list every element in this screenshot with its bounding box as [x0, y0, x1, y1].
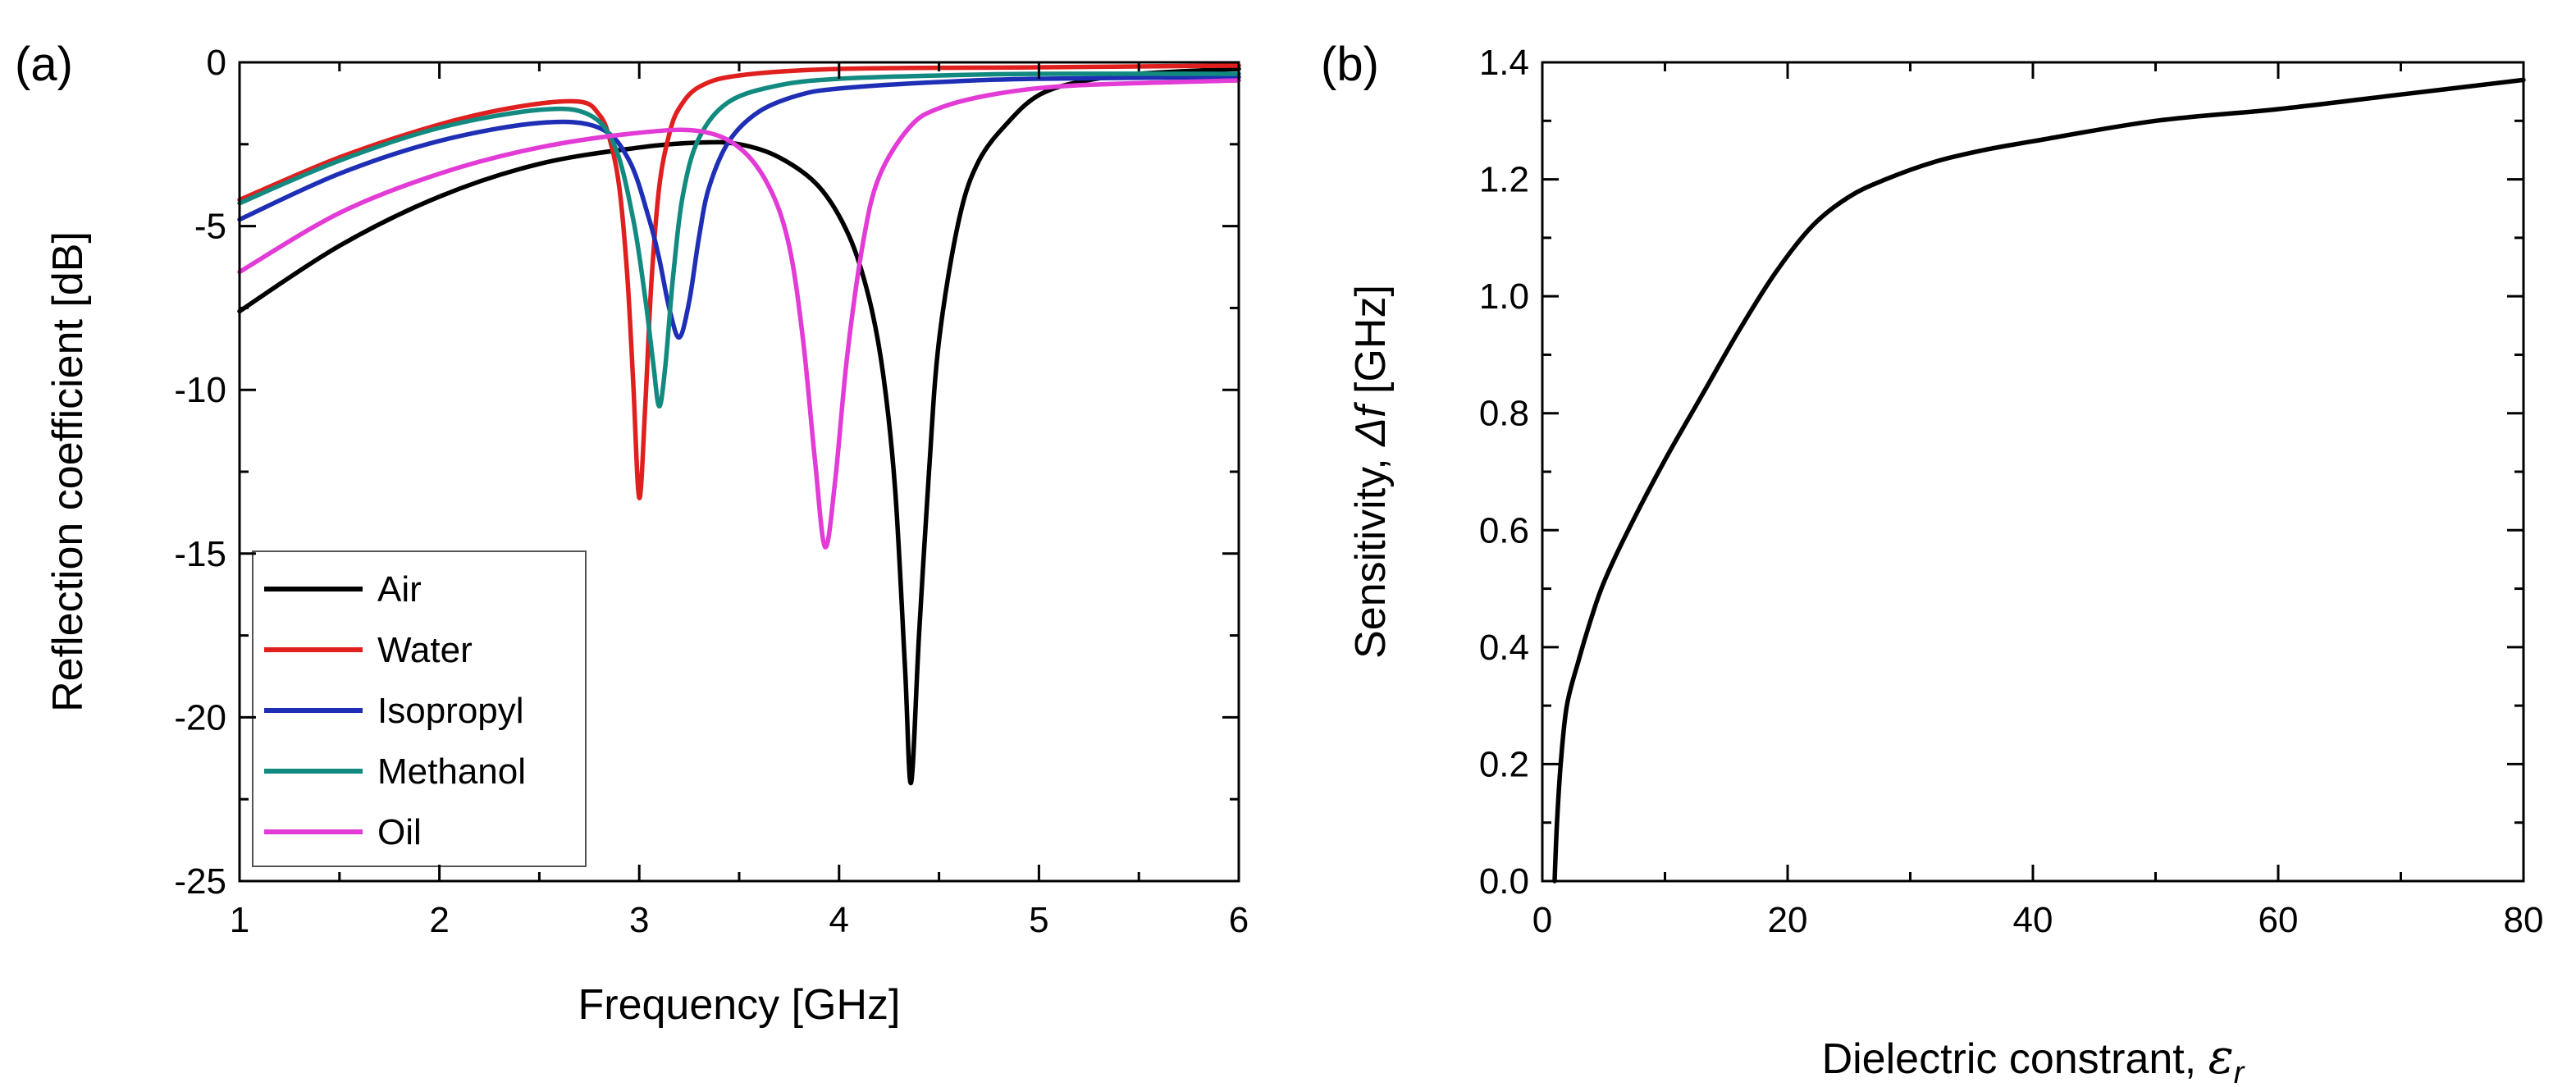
panel-a-legend: Air Water Isopropyl Methanol Oil: [252, 550, 587, 867]
panel-a-y-tick-label: -5: [194, 207, 226, 247]
panel-b-x-tick-label: 20: [1768, 900, 1808, 940]
panel-a-series-methanol: [237, 71, 1241, 409]
panel-a-label: (a): [15, 38, 73, 91]
legend-label-water: Water: [377, 630, 473, 670]
panel-a-series-air: [237, 66, 1241, 785]
panel-b-frame: [1541, 61, 2525, 883]
legend-label-isopropyl: Isopropyl: [377, 691, 524, 731]
panel-b-series: [1552, 77, 2526, 884]
panel-b-x-axis-subscript: r: [2234, 1056, 2245, 1087]
panel-b-y-axis-label: Sensitivity, Δf [GHz]: [1347, 285, 1395, 659]
panel-b-x-tick-label: 40: [2013, 900, 2053, 940]
panel-b-sensitivity-chart: (b) 0 20 40 60 80 0.0 0.2 0.4 0.6 0.8 1.0 1.2 1.4 Di…: [1321, 38, 2543, 1087]
panel-b-y-tick-label: 1.2: [1479, 160, 1529, 200]
panel-a-x-tick-label: 1: [230, 900, 249, 940]
panel-b-ticks: 0 20 40 60 80 0.0 0.2 0.4 0.6 0.8 1.0 1.2 1.4: [1479, 43, 2544, 940]
panel-a-reflection-chart: (a) Air Water Isopropyl Methanol Oil 1 2 3 4 5 6 -…: [15, 38, 1249, 1029]
panel-b-x-axis-symbol: ε: [2208, 1029, 2234, 1085]
panel-a-series-oil: [237, 78, 1241, 550]
panel-a-series-water: [237, 63, 1241, 500]
panel-b-y-tick-label: 0.0: [1479, 861, 1529, 902]
panel-b-y-tick-label: 0.6: [1479, 510, 1529, 550]
legend-label-air: Air: [377, 569, 422, 610]
panel-b-y-tick-label: 0.2: [1479, 744, 1529, 784]
panel-a-y-tick-label: -15: [174, 534, 226, 574]
panel-a-series-isopropyl: [237, 75, 1241, 340]
panel-b-x-axis-label: Dielectric constrant, εr: [1822, 1029, 2245, 1087]
panel-a-y-tick-label: -20: [174, 697, 226, 738]
panel-a-y-tick-label: -25: [174, 861, 226, 902]
panel-b-y-axis-label-suffix: [GHz]: [1347, 285, 1395, 405]
panel-b-y-tick-label: 1.4: [1479, 43, 1529, 83]
panel-b-series-sensitivity: [1552, 77, 2526, 884]
panel-a-x-tick-label: 5: [1029, 900, 1048, 940]
panel-b-x-tick-label: 80: [2504, 900, 2544, 940]
panel-a-x-axis-label: Frequency [GHz]: [578, 981, 900, 1029]
panel-a-y-axis-label: Reflection coefficient [dB]: [44, 231, 92, 712]
panel-b-y-axis-symbol: Δf: [1347, 402, 1395, 448]
panel-b-y-axis-label-prefix: Sensitivity,: [1347, 446, 1395, 659]
panel-a-x-tick-label: 4: [829, 900, 849, 940]
panel-b-x-tick-label: 60: [2259, 900, 2299, 940]
panel-b-y-tick-label: 0.8: [1479, 394, 1529, 434]
panel-a-y-tick-label: -10: [174, 370, 226, 410]
panel-a-x-tick-label: 2: [429, 900, 449, 940]
legend-label-methanol: Methanol: [377, 751, 526, 792]
panel-a-y-tick-label: 0: [207, 43, 226, 83]
panel-a-x-tick-label: 6: [1229, 900, 1249, 940]
panel-b-y-tick-label: 0.4: [1479, 628, 1529, 668]
panel-a-ticks: 1 2 3 4 5 6 -25 -20 -15 -10 -5 0: [174, 43, 1249, 940]
panel-b-y-tick-label: 1.0: [1479, 276, 1529, 317]
panel-b-x-axis-label-prefix: Dielectric constrant,: [1822, 1035, 2208, 1083]
panel-b-x-tick-label: 0: [1532, 900, 1552, 940]
panel-b-label: (b): [1321, 38, 1379, 91]
panel-a-x-tick-label: 3: [629, 900, 649, 940]
panel-a-series: [237, 63, 1241, 785]
legend-label-oil: Oil: [377, 812, 422, 852]
